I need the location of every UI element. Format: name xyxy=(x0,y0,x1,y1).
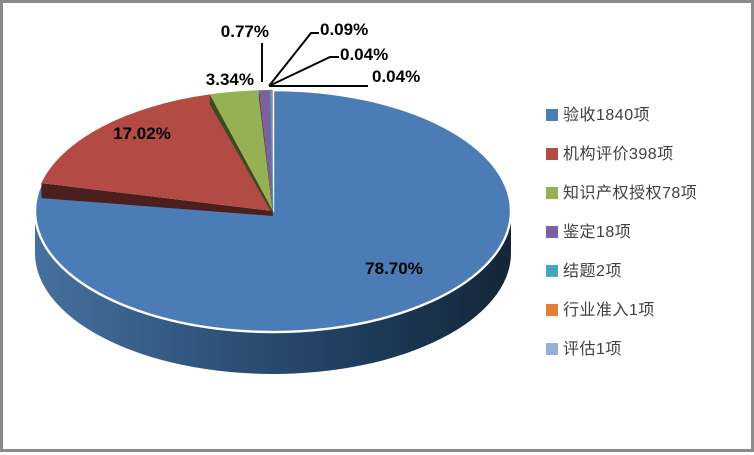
data-label-3: 0.77% xyxy=(221,22,269,41)
legend-swatch-icon xyxy=(546,304,558,316)
data-label-4: 0.09% xyxy=(320,20,368,39)
pie-slice-top-1 xyxy=(41,94,273,211)
legend-label: 行业准入1项 xyxy=(563,302,655,319)
pie-slice-wall-5 xyxy=(271,90,273,213)
data-label-0: 78.70% xyxy=(365,259,423,278)
legend-swatch-icon xyxy=(546,187,558,199)
legend-label: 鉴定18项 xyxy=(563,224,632,241)
legend-label: 验收1840项 xyxy=(563,107,651,124)
data-label-2: 3.34% xyxy=(206,70,254,89)
pie-slice-top-2 xyxy=(209,90,273,211)
legend-swatch-icon xyxy=(546,343,558,355)
legend-item-6: 评估1项 xyxy=(546,341,751,358)
legend-label: 结题2项 xyxy=(563,263,622,280)
data-label-1: 17.02% xyxy=(113,124,171,143)
legend-swatch-icon xyxy=(546,265,558,277)
legend-item-3: 鉴定18项 xyxy=(546,224,751,241)
legend-item-4: 结题2项 xyxy=(546,263,751,280)
pie-slice-wall-6 xyxy=(272,90,273,213)
legend-label: 机构评价398项 xyxy=(563,146,674,163)
data-label-6: 0.04% xyxy=(372,67,420,86)
legend-label: 知识产权授权78项 xyxy=(563,185,698,202)
pie-slice-wall-3 xyxy=(258,90,273,214)
pie-slice-top-4 xyxy=(270,89,274,212)
pie-3d-plot: 78.70% 17.02% 3.34% 0.77% 0.09% 0.04% 0.04% xyxy=(33,20,513,374)
pie-slice-top-5 xyxy=(271,90,273,211)
pie-slice-wall-2 xyxy=(209,94,273,215)
pie-slice-top-3 xyxy=(258,90,273,211)
pie-slice-top-6 xyxy=(272,90,273,211)
legend-swatch-icon xyxy=(546,109,558,121)
leader-line-4 xyxy=(268,32,319,87)
legend-item-1: 机构评价398项 xyxy=(546,146,751,163)
pie-rim xyxy=(35,211,511,374)
pie-slice-wall-1 xyxy=(41,183,273,216)
legend-item-5: 行业准入1项 xyxy=(546,302,751,319)
legend-item-0: 验收1840项 xyxy=(546,107,751,124)
legend-item-2: 知识产权授权78项 xyxy=(546,185,751,202)
data-label-5: 0.04% xyxy=(340,45,388,64)
legend-swatch-icon xyxy=(546,148,558,160)
legend-label: 评估1项 xyxy=(563,341,622,358)
leader-line-5 xyxy=(268,56,339,87)
chart-legend: 验收1840项机构评价398项知识产权授权78项 鉴定18项结题2项行业准入1项评… xyxy=(546,107,751,380)
legend-swatch-icon xyxy=(546,226,558,238)
